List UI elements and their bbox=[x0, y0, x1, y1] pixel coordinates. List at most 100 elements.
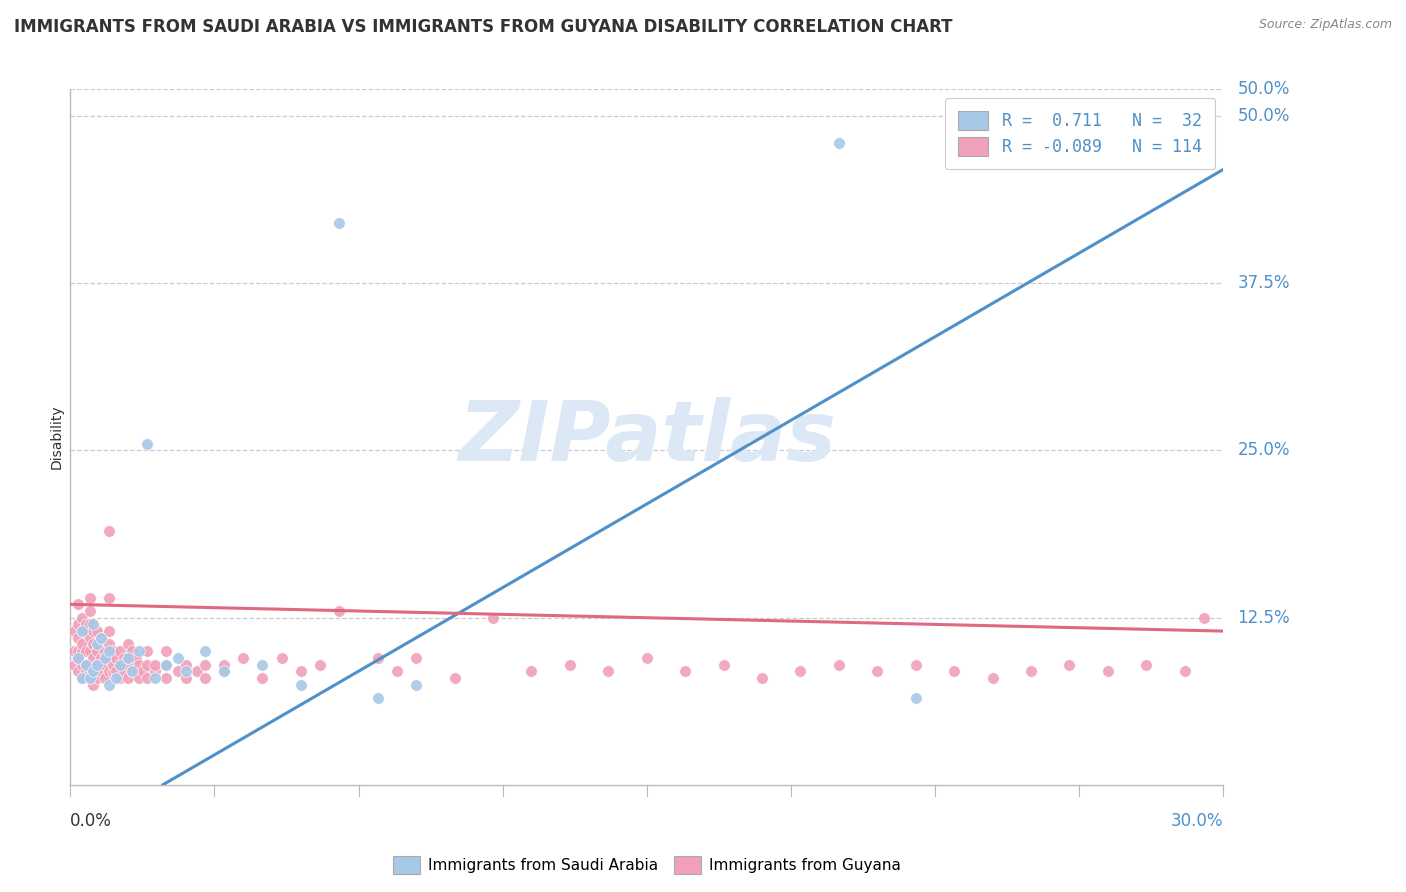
Point bbox=[309, 657, 332, 672]
Point bbox=[94, 644, 117, 658]
Point bbox=[97, 637, 120, 651]
Point bbox=[70, 644, 93, 658]
Point bbox=[212, 664, 235, 679]
Point bbox=[97, 524, 120, 538]
Point bbox=[63, 624, 86, 639]
Point bbox=[904, 690, 927, 705]
Point bbox=[1192, 611, 1215, 625]
Point bbox=[367, 690, 389, 705]
Point bbox=[86, 637, 108, 651]
Point bbox=[63, 644, 86, 658]
Point bbox=[136, 436, 159, 450]
Point bbox=[128, 644, 150, 658]
Text: Source: ZipAtlas.com: Source: ZipAtlas.com bbox=[1258, 18, 1392, 31]
Point bbox=[75, 624, 97, 639]
Point bbox=[86, 671, 108, 685]
Point bbox=[270, 651, 292, 665]
Point bbox=[232, 651, 254, 665]
Point bbox=[117, 671, 139, 685]
Point bbox=[828, 657, 851, 672]
Point bbox=[86, 624, 108, 639]
Point bbox=[167, 651, 190, 665]
Point bbox=[132, 664, 155, 679]
Point bbox=[101, 664, 124, 679]
Point bbox=[66, 617, 89, 632]
Point bbox=[136, 644, 159, 658]
Point bbox=[97, 644, 120, 658]
Point bbox=[1174, 664, 1197, 679]
Point bbox=[828, 136, 851, 150]
Point bbox=[82, 664, 104, 679]
Point bbox=[79, 644, 101, 658]
Point bbox=[194, 644, 217, 658]
Point bbox=[290, 678, 312, 692]
Point bbox=[82, 637, 104, 651]
Point bbox=[82, 624, 104, 639]
Point bbox=[110, 657, 132, 672]
Point bbox=[79, 604, 101, 618]
Point bbox=[94, 671, 117, 685]
Point bbox=[636, 651, 658, 665]
Point bbox=[79, 617, 101, 632]
Point bbox=[66, 631, 89, 645]
Point bbox=[79, 664, 101, 679]
Point bbox=[105, 651, 128, 665]
Point bbox=[143, 657, 166, 672]
Point bbox=[128, 657, 150, 672]
Point bbox=[328, 604, 350, 618]
Point bbox=[943, 664, 966, 679]
Point bbox=[75, 657, 97, 672]
Point bbox=[212, 664, 235, 679]
Point bbox=[117, 637, 139, 651]
Point bbox=[112, 651, 135, 665]
Point bbox=[904, 657, 927, 672]
Point bbox=[105, 664, 128, 679]
Point bbox=[155, 671, 177, 685]
Point bbox=[713, 657, 735, 672]
Point bbox=[143, 664, 166, 679]
Point bbox=[66, 598, 89, 612]
Point bbox=[79, 591, 101, 605]
Point bbox=[121, 644, 143, 658]
Point bbox=[520, 664, 543, 679]
Point bbox=[789, 664, 811, 679]
Text: 30.0%: 30.0% bbox=[1171, 812, 1223, 830]
Point bbox=[328, 216, 350, 230]
Point bbox=[75, 644, 97, 658]
Point bbox=[143, 671, 166, 685]
Legend: Immigrants from Saudi Arabia, Immigrants from Guyana: Immigrants from Saudi Arabia, Immigrants… bbox=[387, 850, 907, 880]
Text: 50.0%: 50.0% bbox=[1237, 80, 1289, 98]
Point bbox=[124, 664, 146, 679]
Point bbox=[117, 657, 139, 672]
Point bbox=[66, 651, 89, 665]
Point bbox=[86, 644, 108, 658]
Point bbox=[90, 631, 112, 645]
Point bbox=[90, 664, 112, 679]
Point bbox=[79, 671, 101, 685]
Point bbox=[385, 664, 408, 679]
Point bbox=[174, 664, 197, 679]
Point bbox=[70, 657, 93, 672]
Point bbox=[155, 644, 177, 658]
Legend: R =  0.711   N =  32, R = -0.089   N = 114: R = 0.711 N = 32, R = -0.089 N = 114 bbox=[945, 97, 1215, 169]
Point bbox=[97, 591, 120, 605]
Point bbox=[482, 611, 505, 625]
Point bbox=[174, 671, 197, 685]
Point bbox=[94, 651, 117, 665]
Point bbox=[981, 671, 1004, 685]
Point bbox=[252, 657, 274, 672]
Point bbox=[63, 657, 86, 672]
Point bbox=[110, 644, 132, 658]
Point bbox=[86, 657, 108, 672]
Point bbox=[117, 651, 139, 665]
Y-axis label: Disability: Disability bbox=[49, 405, 63, 469]
Point bbox=[121, 664, 143, 679]
Point bbox=[121, 664, 143, 679]
Point bbox=[136, 671, 159, 685]
Point bbox=[110, 657, 132, 672]
Point bbox=[128, 671, 150, 685]
Point bbox=[673, 664, 696, 679]
Point bbox=[105, 671, 128, 685]
Point bbox=[79, 631, 101, 645]
Point bbox=[66, 651, 89, 665]
